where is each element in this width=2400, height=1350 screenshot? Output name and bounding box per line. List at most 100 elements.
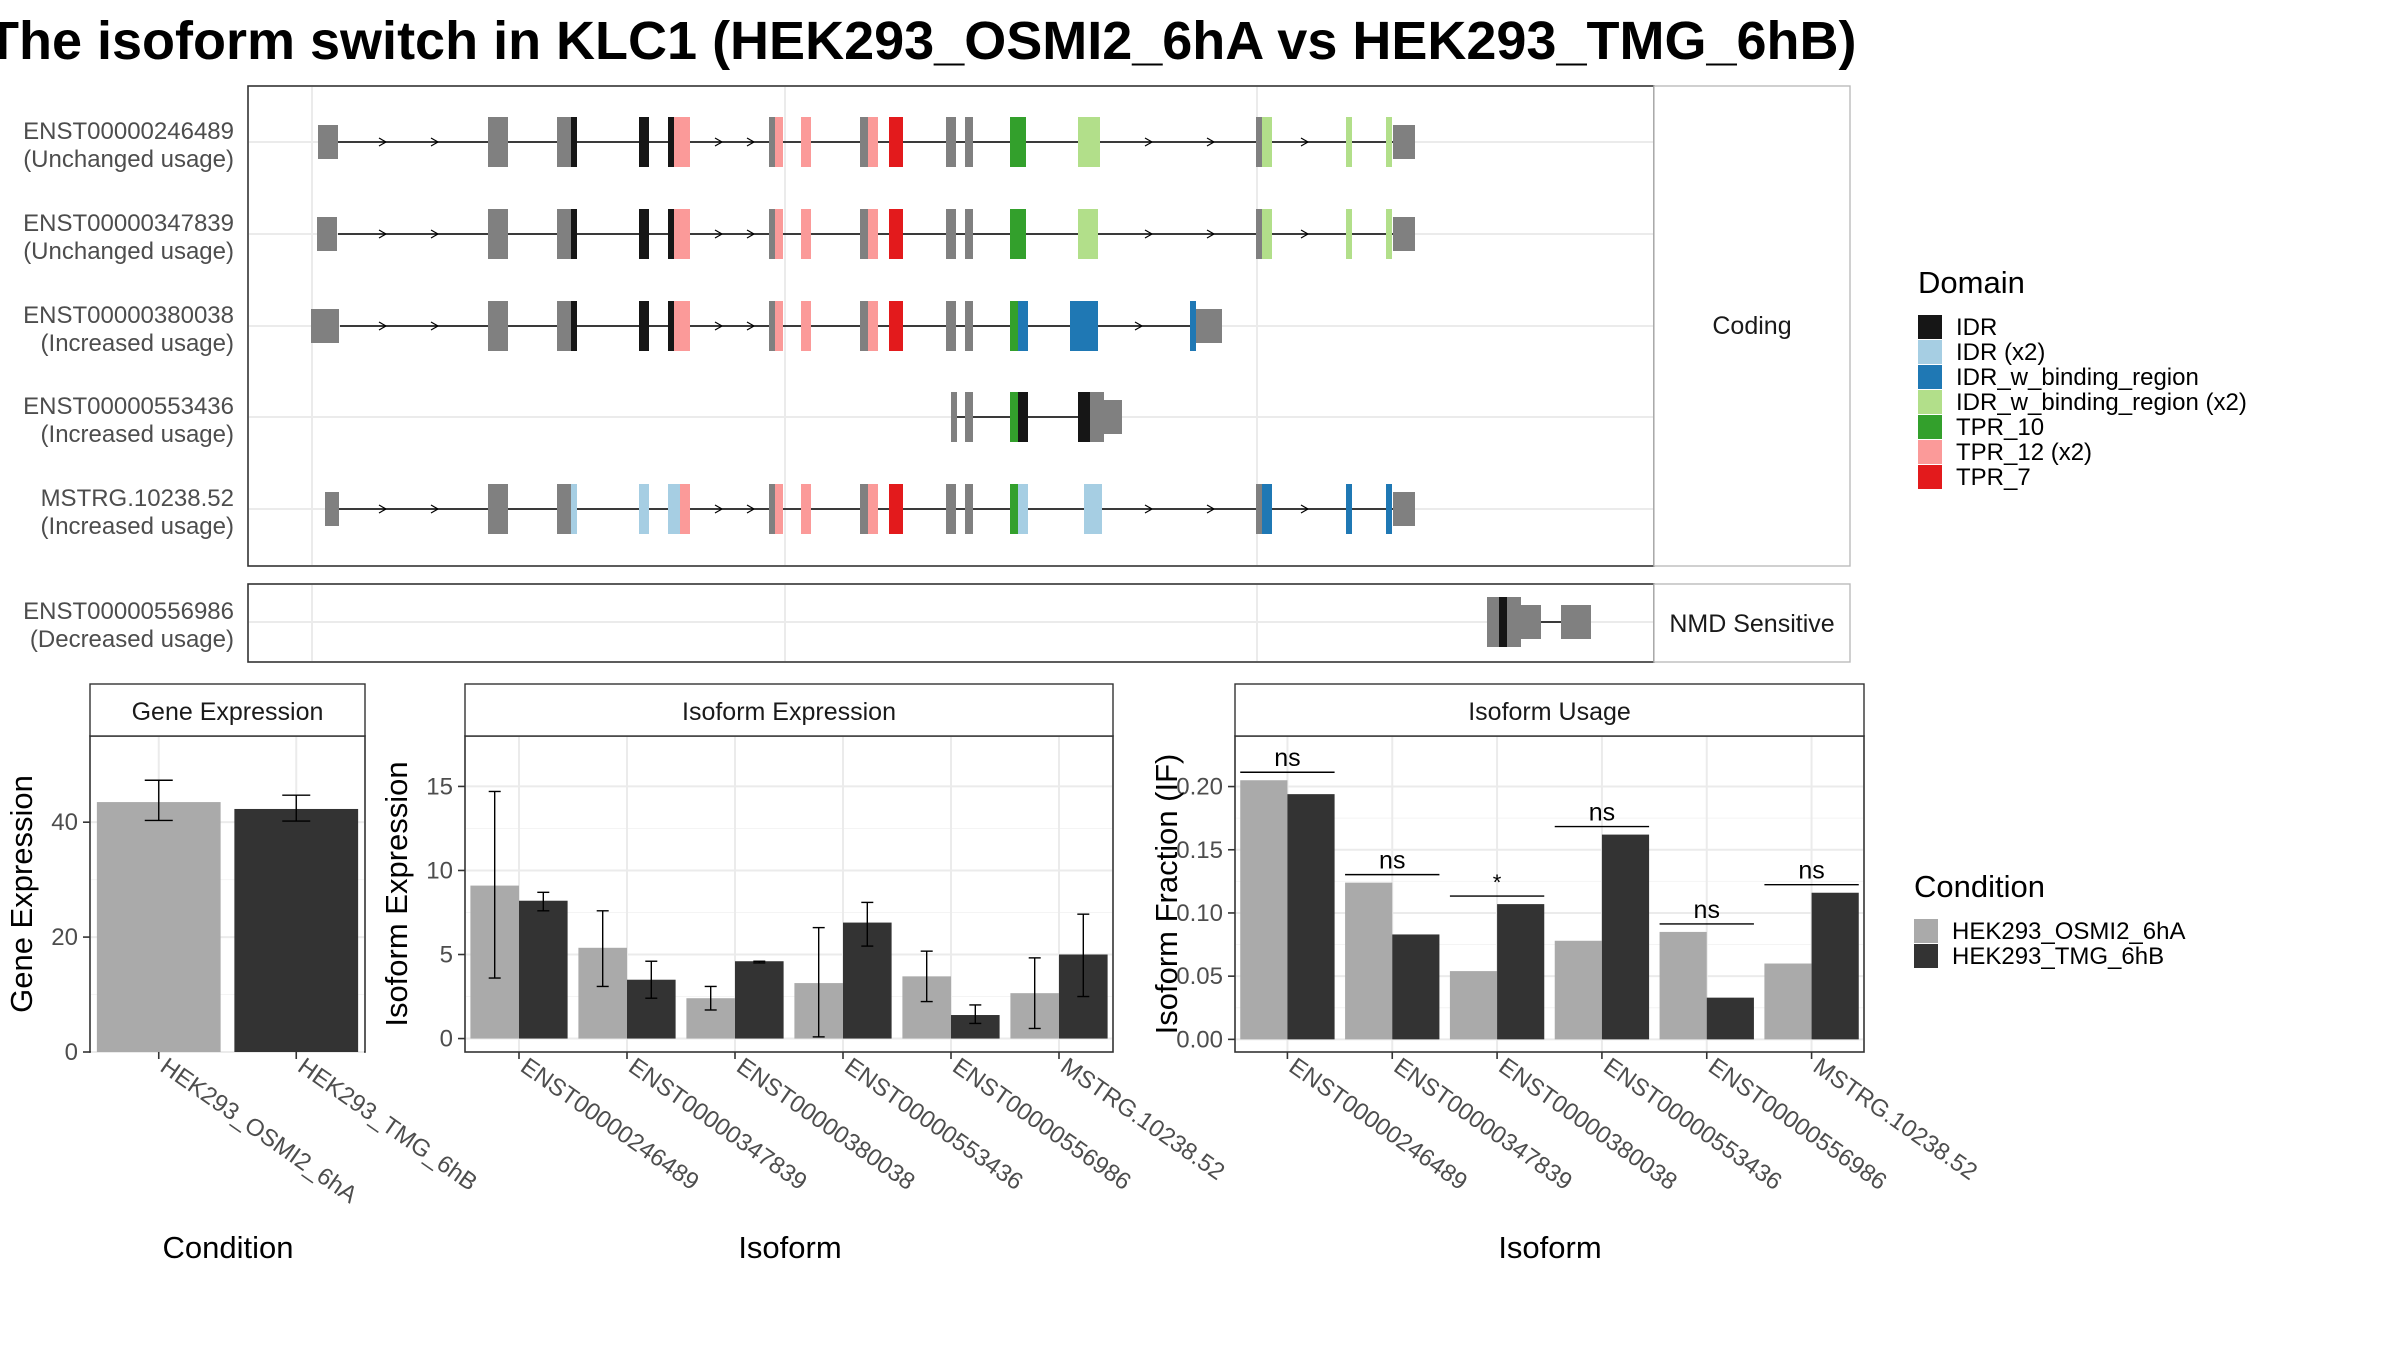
legend-label: IDR [1956, 314, 1997, 341]
intron-arrow [714, 321, 724, 331]
exon-block [775, 209, 783, 259]
exon-block [1256, 117, 1262, 167]
bar [519, 900, 568, 1039]
legend-label: TPR_12 (x2) [1956, 439, 2092, 466]
exon-block [1020, 117, 1026, 167]
significance-label: ns [1379, 847, 1405, 875]
exon-block [1346, 484, 1352, 534]
exon-block [1262, 484, 1272, 534]
exon-block [639, 117, 649, 167]
exon-block [668, 209, 674, 259]
exon-block [680, 209, 690, 259]
exon-block [801, 301, 811, 351]
exon-block [488, 117, 494, 167]
exon-block [965, 117, 973, 167]
exon-block [1386, 117, 1392, 167]
exon-block [769, 484, 775, 534]
bar [1497, 904, 1545, 1040]
significance-label: ns [1274, 744, 1300, 772]
intron-arrow [1300, 229, 1310, 239]
significance-label: ns [1694, 896, 1720, 924]
exon-block [1020, 209, 1026, 259]
intron-arrow [1206, 229, 1216, 239]
x-tick-label: ENST00000553436 [840, 1053, 1028, 1196]
transcript-usage-label: (Increased usage) [41, 421, 234, 448]
legend-label: HEK293_OSMI2_6hA [1952, 918, 2185, 945]
intron-arrow [430, 504, 440, 514]
plot-panel-box [464, 735, 1114, 1053]
intron-arrow [430, 321, 440, 331]
exon-block [571, 301, 577, 351]
x-tick-label: ENST00000556986 [1703, 1053, 1891, 1196]
exon-block [1393, 125, 1415, 159]
exon-block [946, 117, 956, 167]
exon-block [1499, 597, 1507, 647]
exon-block [1386, 209, 1392, 259]
exon-block [1078, 209, 1098, 259]
exon-block [895, 117, 903, 167]
x-tick-label: ENST00000347839 [1389, 1053, 1577, 1196]
exon-block [571, 484, 577, 534]
exon-block [557, 209, 571, 259]
legend-key-idr [1918, 315, 1942, 339]
intron-arrow [1206, 504, 1216, 514]
y-tick-label: 15 [426, 773, 453, 800]
bar [1554, 940, 1602, 1040]
intron-arrow [1206, 137, 1216, 147]
transcript-id-label: ENST00000246489 [23, 118, 234, 145]
bar [1659, 931, 1707, 1040]
exon-block [1262, 209, 1272, 259]
x-axis-title: Isoform [738, 1230, 841, 1265]
exon-block [860, 301, 870, 351]
exon-block [769, 209, 775, 259]
intron-arrow [430, 137, 440, 147]
exon-block [1078, 392, 1090, 442]
exon-block [318, 125, 338, 159]
exon-block [1070, 301, 1098, 351]
intron-arrow [746, 229, 756, 239]
exon-block [1196, 309, 1222, 343]
exon-block [557, 301, 571, 351]
exon-block [674, 301, 682, 351]
bar [96, 802, 221, 1052]
condition-legend-title: Condition [1914, 869, 2045, 904]
intron-arrow [746, 504, 756, 514]
legend-label: HEK293_TMG_6hB [1952, 943, 2164, 970]
exon-block [674, 209, 682, 259]
bar [735, 961, 784, 1039]
exon-block [1010, 209, 1020, 259]
panel-title: Isoform Usage [1468, 698, 1631, 726]
legend-key-idr-w-binding-region [1918, 365, 1942, 389]
exon-block [492, 484, 508, 534]
intron-arrow [1144, 229, 1154, 239]
panel-title: Gene Expression [132, 698, 324, 726]
x-axis-title: Isoform [1498, 1230, 1601, 1265]
exon-block [895, 209, 903, 259]
exon-block [1104, 400, 1122, 434]
exon-block [889, 209, 895, 259]
exon-block [889, 484, 895, 534]
exon-block [868, 209, 878, 259]
exon-block [895, 484, 903, 534]
legend-label: IDR_w_binding_region (x2) [1956, 389, 2247, 416]
exon-block [1346, 117, 1352, 167]
x-tick-label: ENST00000246489 [1284, 1053, 1472, 1196]
panel-strip [464, 683, 1114, 737]
chart-title-text: The isoform switch in KLC1 (HEK293_OSMI2… [0, 11, 1857, 71]
x-tick-label: ENST00000347839 [624, 1053, 812, 1196]
exon-block [775, 301, 783, 351]
panel-strip [89, 683, 366, 737]
transcript-usage-label: (Increased usage) [41, 513, 234, 540]
exon-block [860, 484, 870, 534]
exon-block [1078, 117, 1100, 167]
x-tick-label: ENST00000380038 [1494, 1053, 1682, 1196]
exon-block [868, 484, 878, 534]
intron-arrow [430, 229, 440, 239]
exon-block [951, 392, 957, 442]
exon-block [317, 217, 337, 251]
exon-block [775, 117, 783, 167]
significance-label: ns [1589, 799, 1615, 827]
exon-block [639, 209, 649, 259]
bar [951, 1015, 1000, 1039]
